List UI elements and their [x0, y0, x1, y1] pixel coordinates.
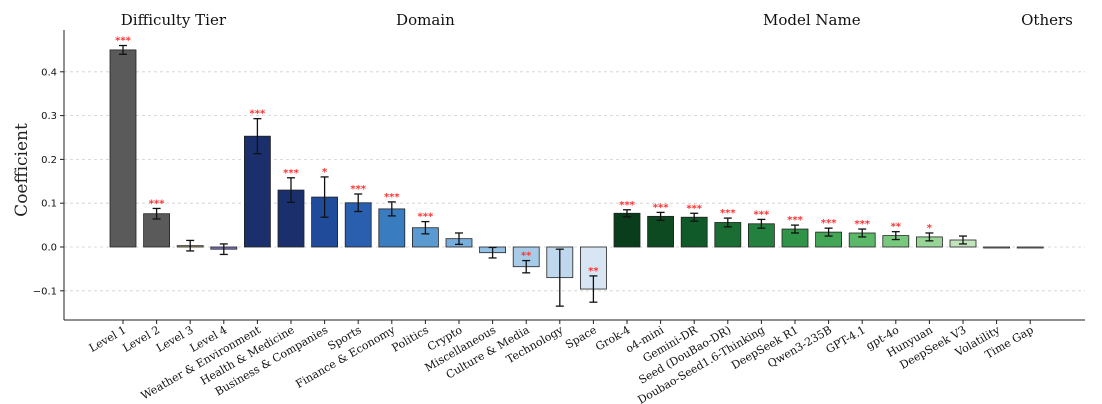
- significance-marker: ***: [250, 109, 266, 120]
- group-label: Difficulty Tier: [121, 11, 227, 29]
- significance-marker: ***: [653, 202, 669, 213]
- x-tick-label: Level 3: [154, 323, 196, 355]
- y-axis-label: Coefficient: [12, 123, 32, 217]
- significance-marker: ***: [149, 198, 165, 209]
- y-tick-label: 0.4: [41, 67, 57, 78]
- significance-marker: ***: [350, 184, 366, 195]
- significance-marker: **: [521, 251, 532, 262]
- y-tick-label: 0.3: [41, 111, 57, 122]
- significance-marker: ***: [619, 200, 635, 211]
- bar: [580, 246, 607, 290]
- significance-marker: ***: [115, 36, 131, 47]
- significance-marker: ***: [686, 203, 702, 214]
- error-bars: [119, 44, 967, 307]
- y-tick-labels: −0.1 0.0 0.1 0.2 0.3 0.4: [33, 67, 64, 297]
- group-label: Others: [1021, 11, 1073, 29]
- significance-marker: *: [927, 223, 933, 234]
- significance-marker: ***: [283, 168, 299, 179]
- significance-marker: ***: [418, 212, 434, 223]
- bar: [983, 246, 1010, 249]
- x-tick-label: Politics: [389, 323, 431, 355]
- significance-marker: *: [322, 167, 328, 178]
- significance-marker: ***: [821, 218, 837, 229]
- bar: [647, 215, 674, 248]
- x-tick-label: Level 1: [87, 323, 129, 355]
- bar: [109, 49, 137, 248]
- bar: [243, 135, 271, 248]
- x-tick-label: Space: [563, 323, 599, 351]
- bars: [109, 49, 1044, 290]
- group-labels: Difficulty Tier Domain Model Name Others: [121, 11, 1073, 29]
- significance-marker: ***: [384, 192, 400, 203]
- significance-marker: **: [891, 222, 902, 233]
- x-tick-label: Level 2: [120, 323, 162, 355]
- significance-marker: ***: [720, 208, 736, 219]
- significance-markers: ************ ***************** *** *** *** **…: [115, 36, 933, 277]
- grid-lines: [64, 71, 1085, 292]
- axes: [63, 30, 1085, 321]
- y-tick-label: 0.0: [41, 243, 57, 254]
- group-label: Model Name: [763, 11, 861, 29]
- significance-marker: ***: [854, 219, 870, 230]
- bar: [1016, 246, 1044, 249]
- y-tick-label: −0.1: [33, 286, 57, 297]
- bar: [613, 212, 641, 248]
- y-tick-label: 0.2: [41, 155, 57, 166]
- bar: [344, 202, 372, 248]
- group-label: Domain: [396, 11, 455, 29]
- bar: [277, 189, 305, 248]
- bar: [680, 216, 708, 248]
- significance-marker: **: [588, 266, 599, 277]
- significance-marker: ***: [787, 215, 803, 226]
- significance-marker: ***: [754, 209, 770, 220]
- y-tick-label: 0.1: [41, 199, 57, 210]
